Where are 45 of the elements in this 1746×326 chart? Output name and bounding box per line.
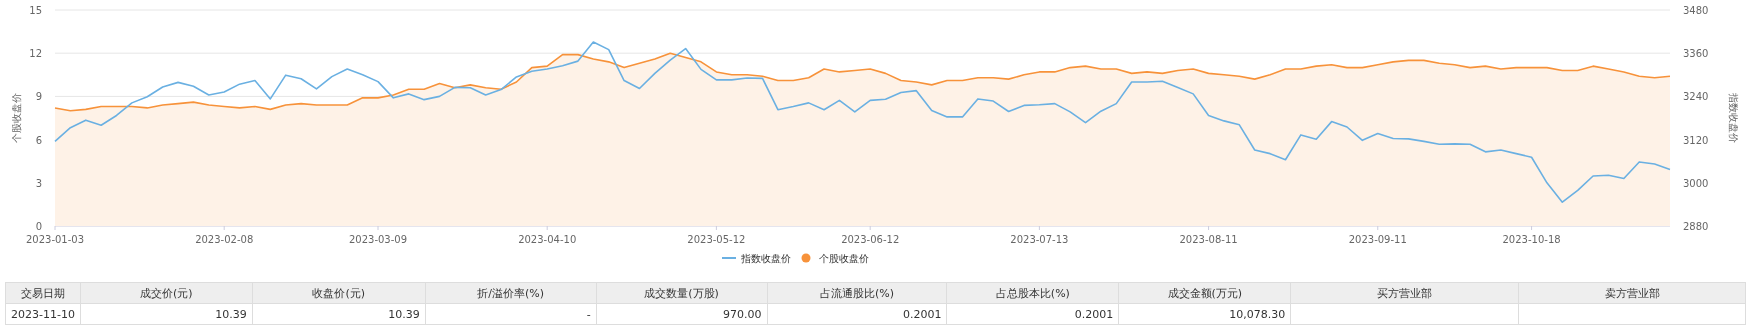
- text: 买方营业部: [1290, 282, 1519, 304]
- y-axis-title: 个股收盘价: [11, 93, 22, 143]
- x-tick-label: 2023-03-09: [348, 234, 408, 245]
- y-tick-label: 3: [35, 177, 42, 189]
- y-tick-label: 0: [35, 221, 42, 232]
- text: 折/溢价率(%): [425, 282, 597, 304]
- text: 10.39: [252, 303, 426, 325]
- y2-tick-label: 3240: [1683, 91, 1709, 103]
- y2-tick-label: 3120: [1683, 134, 1709, 146]
- y2-tick-label: 3000: [1683, 177, 1709, 189]
- x-tick-label: 2023-02-08: [195, 234, 254, 245]
- text: 970.00: [596, 303, 768, 325]
- y2-tick-label: 2880: [1683, 221, 1709, 232]
- x-tick-label: 2023-05-12: [687, 234, 746, 245]
- text: 交易日期: [5, 282, 81, 304]
- y-tick-label: 15: [29, 5, 42, 16]
- x-tick-label: 2023-08-11: [1179, 234, 1238, 245]
- text: 卖方营业部: [1518, 282, 1746, 304]
- x-tick-label: 2023-07-13: [1010, 234, 1069, 245]
- text: 收盘价(元): [252, 282, 426, 304]
- x-tick-label: 2023-01-03: [25, 234, 85, 245]
- text: -: [425, 303, 597, 325]
- y-tick-label: 6: [35, 134, 42, 146]
- y2-axis-title: 指数收盘价: [1728, 92, 1739, 143]
- line-series: [54, 41, 1671, 204]
- text: 成交价(元): [80, 282, 253, 304]
- y-tick-label: 12: [29, 48, 42, 60]
- y2-tick-label: 3480: [1683, 5, 1709, 16]
- y-tick-label: 9: [35, 91, 42, 103]
- text: 0.2001: [946, 303, 1119, 325]
- text: 10.39: [80, 303, 253, 325]
- x-tick-label: 2023-10-18: [1502, 234, 1561, 245]
- legend-label: 指数收盘价: [740, 253, 791, 264]
- y2-tick-label: 3360: [1683, 48, 1709, 60]
- x-tick-label: 2023-09-11: [1348, 234, 1407, 245]
- legend-label: 个股收盘价: [819, 253, 869, 264]
- x-tick-label: 2023-04-10: [518, 234, 577, 245]
- text: 0.2001: [767, 303, 947, 325]
- text: 成交金额(万元): [1118, 282, 1291, 304]
- text: 成交数量(万股): [596, 282, 768, 304]
- x-tick-label: 2023-06-12: [841, 234, 900, 245]
- text: 占总股本比(%): [946, 282, 1119, 304]
- text: 占流通股比(%): [767, 282, 947, 304]
- text: 2023-11-10: [5, 303, 81, 325]
- text: 10,078.30: [1118, 303, 1291, 325]
